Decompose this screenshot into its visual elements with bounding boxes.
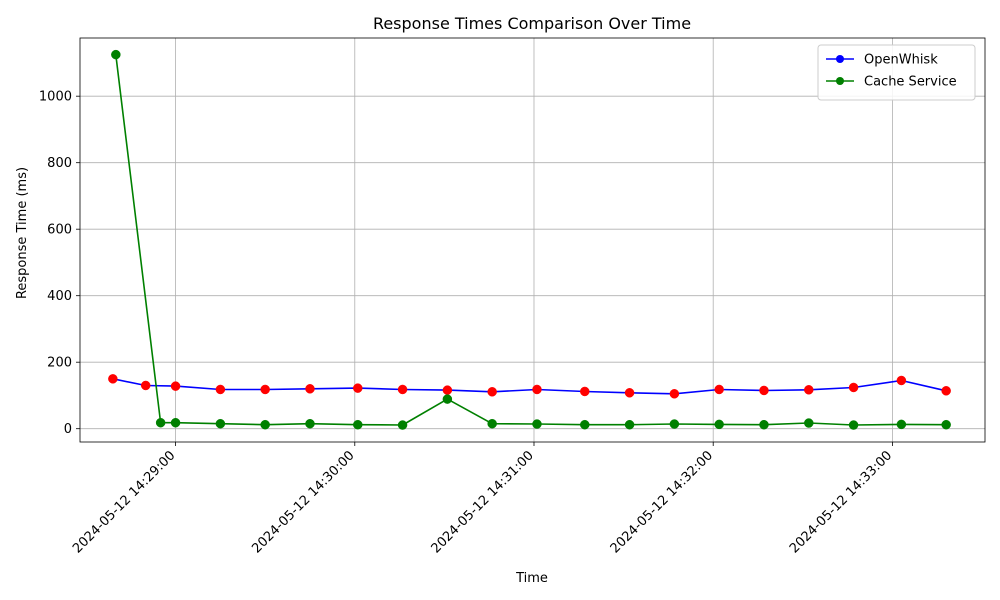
legend-marker <box>836 77 844 85</box>
data-point-openwhisk <box>397 384 408 395</box>
legend-label: Cache Service <box>864 75 957 90</box>
legend-box <box>817 44 976 101</box>
data-point-cache-service <box>305 418 315 429</box>
data-point-openwhisk <box>896 375 907 386</box>
data-point-cache-service <box>260 419 270 430</box>
data-point-openwhisk <box>624 388 635 398</box>
data-point-openwhisk <box>170 381 181 391</box>
data-point-openwhisk <box>305 384 315 394</box>
legend-marker <box>836 55 844 63</box>
chart-title: Response Times Comparison Over Time <box>373 14 691 33</box>
y-tick-label: 200 <box>47 356 72 371</box>
data-point-openwhisk <box>848 382 859 393</box>
data-point-cache-service <box>155 417 166 428</box>
data-point-cache-service <box>215 418 226 429</box>
data-point-cache-service <box>941 419 951 430</box>
data-point-openwhisk <box>140 380 151 391</box>
data-point-cache-service <box>111 49 121 60</box>
data-point-cache-service <box>714 419 724 430</box>
data-point-openwhisk <box>669 389 680 399</box>
data-point-openwhisk <box>532 384 542 395</box>
data-point-cache-service <box>624 419 635 430</box>
data-point-openwhisk <box>108 374 118 384</box>
data-point-openwhisk <box>487 387 497 397</box>
y-tick-label: 800 <box>47 156 72 171</box>
data-point-openwhisk <box>804 385 814 395</box>
data-point-openwhisk <box>353 383 363 393</box>
x-axis-label: Time <box>515 571 548 586</box>
data-point-cache-service <box>353 419 363 430</box>
data-point-cache-service <box>532 419 542 429</box>
data-point-openwhisk <box>941 386 951 396</box>
data-point-cache-service <box>170 417 181 428</box>
data-point-openwhisk <box>759 385 769 396</box>
data-point-cache-service <box>397 420 408 430</box>
data-point-openwhisk <box>714 384 724 395</box>
data-point-cache-service <box>759 419 769 430</box>
data-point-cache-service <box>442 394 453 404</box>
plot-frame <box>79 37 986 443</box>
data-point-openwhisk <box>442 385 453 395</box>
y-tick-label: 0 <box>64 422 72 437</box>
data-point-openwhisk <box>580 386 590 397</box>
series-line-cache-service <box>115 54 947 426</box>
y-tick-label: 400 <box>47 289 72 304</box>
y-axis-label: Response Time (ms) <box>15 167 30 299</box>
legend: OpenWhisk Cache Service <box>817 44 976 101</box>
y-tick-label: 1000 <box>39 90 72 105</box>
y-tick-label: 600 <box>47 223 72 238</box>
data-point-openwhisk <box>215 384 226 395</box>
data-point-cache-service <box>580 419 590 430</box>
series-line-openwhisk <box>112 378 947 395</box>
data-point-openwhisk <box>260 384 270 395</box>
data-point-cache-service <box>848 420 859 430</box>
data-point-cache-service <box>896 419 907 430</box>
data-point-cache-service <box>487 418 497 429</box>
data-point-cache-service <box>804 418 814 428</box>
legend-label: OpenWhisk <box>864 53 938 68</box>
data-point-cache-service <box>669 419 680 429</box>
